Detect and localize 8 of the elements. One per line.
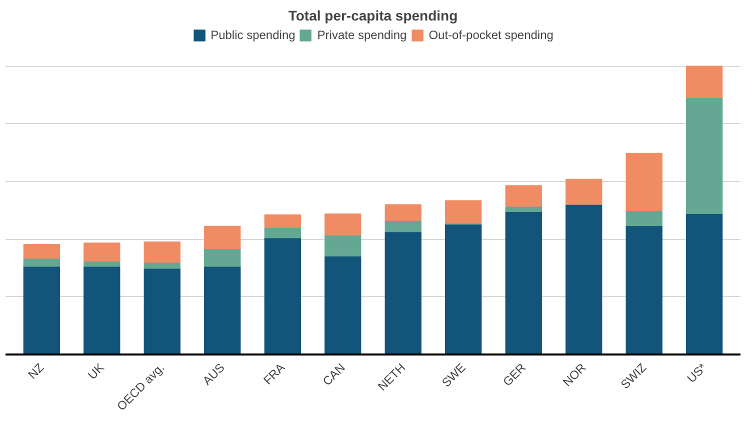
legend-label: Public spending	[210, 28, 296, 42]
legend-label: Out-of-pocket spending	[428, 28, 554, 42]
chart-title: Total per-capita spending	[288, 8, 458, 24]
x-tick-label: US*	[684, 360, 710, 386]
x-tick-label: NZ	[25, 360, 47, 382]
legend-label: Private spending	[317, 28, 407, 42]
x-tick-label: FRA	[260, 360, 288, 388]
x-tick-label: UK	[85, 360, 107, 382]
